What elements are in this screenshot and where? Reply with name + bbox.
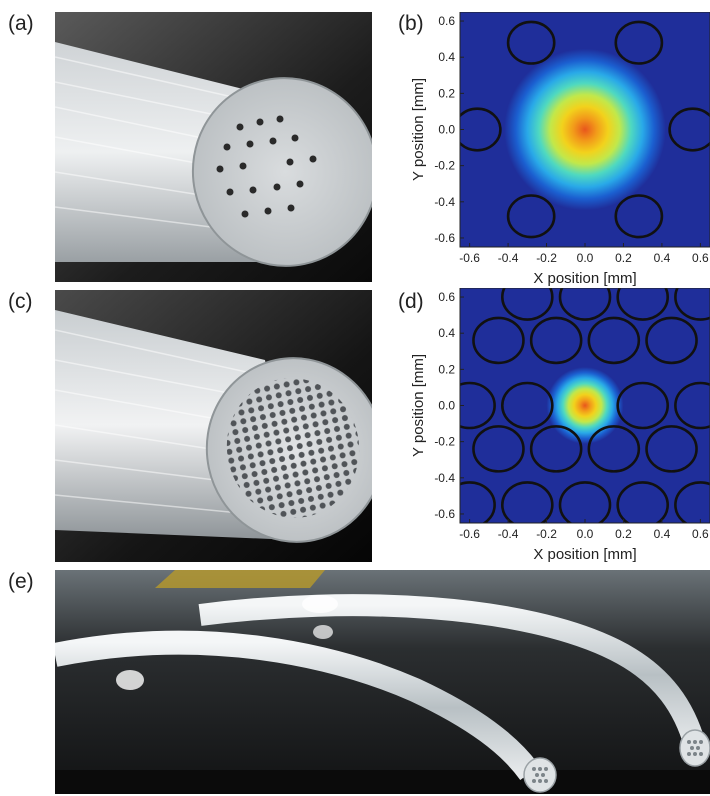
- y-axis-label: Y position [mm]: [410, 78, 427, 181]
- air-hole-marker: [587, 425, 641, 473]
- panel-label-b: (b): [398, 12, 424, 35]
- air-hole-marker: [614, 20, 664, 65]
- x-tick-label: -0.2: [536, 251, 557, 265]
- x-tick-label: -0.6: [459, 251, 480, 265]
- panel-label-c: (c): [8, 290, 33, 313]
- air-hole-marker: [645, 316, 698, 365]
- air-hole-marker: [616, 481, 669, 523]
- y-tick-label: 0.0: [438, 399, 455, 413]
- y-tick-label: 0.6: [438, 14, 455, 28]
- x-tick-label: 0.4: [654, 251, 671, 265]
- x-tick-label: 0.2: [615, 251, 632, 265]
- air-hole-marker: [506, 194, 556, 239]
- x-tick-label: -0.4: [498, 527, 519, 541]
- x-tick-label: 0.6: [692, 527, 709, 541]
- photo-preform-c: [55, 290, 372, 562]
- x-tick-label: 0.6: [692, 251, 709, 265]
- y-tick-label: -0.2: [434, 159, 455, 173]
- air-hole-marker: [614, 194, 664, 239]
- y-tick-label: 0.0: [438, 123, 455, 137]
- air-hole-marker: [645, 425, 698, 473]
- air-hole-marker: [529, 425, 583, 473]
- air-hole-marker: [616, 381, 669, 430]
- y-tick-label: 0.4: [438, 50, 455, 64]
- air-hole-marker: [501, 288, 554, 321]
- x-tick-label: 0.0: [577, 527, 594, 541]
- y-tick-label: -0.6: [434, 507, 455, 521]
- air-hole-marker: [558, 481, 612, 523]
- x-axis-label: X position [mm]: [533, 546, 636, 563]
- air-hole-marker: [674, 288, 710, 321]
- y-tick-label: 0.6: [438, 290, 455, 304]
- air-hole-marker: [472, 425, 525, 473]
- heatmap-b: -0.6 -0.4 -0.2 0.0 0.2 0.4 0.6 0.6 0.4 0.2 0.0 -0.2…: [410, 12, 710, 287]
- air-hole-marker: [558, 288, 612, 321]
- x-tick-label: 0.2: [615, 527, 632, 541]
- air-hole-marker: [460, 107, 502, 152]
- x-axis-label: X position [mm]: [533, 270, 636, 287]
- y-tick-label: 0.4: [438, 326, 455, 340]
- air-hole-marker: [587, 316, 641, 365]
- y-axis-label: Y position [mm]: [410, 354, 427, 457]
- air-hole-marker: [460, 481, 496, 523]
- y-tick-label: -0.4: [434, 471, 455, 485]
- air-hole-marker: [674, 481, 710, 523]
- x-tick-label: -0.6: [459, 527, 480, 541]
- x-tick-label: -0.2: [536, 527, 557, 541]
- y-tick-label: -0.4: [434, 195, 455, 209]
- y-tick-label: -0.2: [434, 435, 455, 449]
- y-tick-label: 0.2: [438, 362, 455, 376]
- y-tick-label: -0.6: [434, 231, 455, 245]
- air-hole-marker: [668, 107, 710, 152]
- air-hole-marker: [616, 288, 669, 321]
- mode-intensity: [546, 367, 624, 444]
- mode-intensity: [504, 48, 666, 211]
- panel-label-a: (a): [8, 12, 34, 35]
- air-hole-marker: [460, 381, 496, 430]
- panel-label-d: (d): [398, 290, 424, 313]
- air-hole-marker: [501, 481, 554, 523]
- air-hole-marker: [501, 381, 554, 430]
- x-tick-label: 0.0: [577, 251, 594, 265]
- y-tick-label: 0.2: [438, 86, 455, 100]
- air-hole-marker: [674, 381, 710, 430]
- air-hole-marker: [529, 316, 583, 365]
- x-tick-label: 0.4: [654, 527, 671, 541]
- air-hole-marker: [506, 20, 556, 65]
- air-hole-marker: [472, 316, 525, 365]
- photo-preform-a: [55, 12, 372, 282]
- photo-fibers-e: [55, 570, 710, 794]
- panel-label-e: (e): [8, 570, 34, 593]
- heatmap-d: -0.6 -0.4 -0.2 0.0 0.2 0.4 0.6 0.6 0.4 0.2 0.0 -0.2…: [410, 288, 710, 563]
- x-tick-label: -0.4: [498, 251, 519, 265]
